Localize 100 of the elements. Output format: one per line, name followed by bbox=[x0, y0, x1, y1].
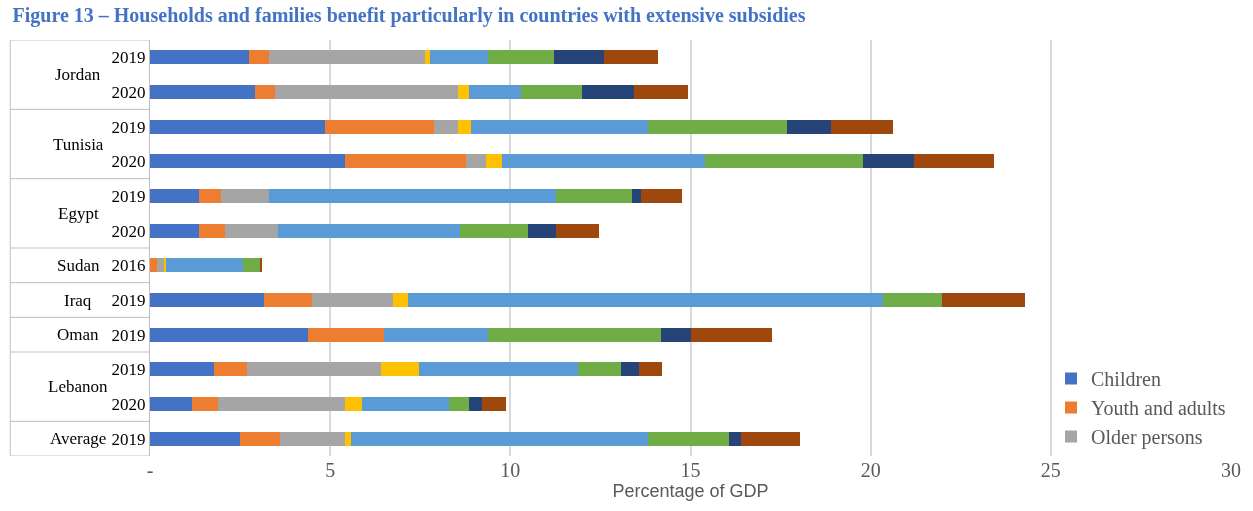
legend-label: Children bbox=[1091, 368, 1161, 391]
bar bbox=[277, 223, 461, 238]
bar bbox=[448, 397, 470, 411]
chart-title: Figure 13 – Households and families benefit particularly in countries with extensive subsidies bbox=[12, 3, 806, 27]
bar bbox=[582, 85, 634, 99]
x-tick-label: 10 bbox=[500, 459, 521, 481]
x-tick-label: 20 bbox=[860, 459, 881, 481]
bar bbox=[192, 397, 219, 411]
bar bbox=[433, 119, 458, 134]
bar bbox=[246, 362, 382, 377]
bar bbox=[501, 154, 705, 169]
bar bbox=[325, 119, 434, 134]
category-label: 2020 bbox=[111, 82, 146, 102]
bar bbox=[312, 293, 393, 307]
bar bbox=[466, 154, 487, 169]
bar bbox=[361, 397, 449, 411]
bar bbox=[488, 50, 554, 65]
bar bbox=[471, 119, 648, 134]
bar bbox=[150, 154, 345, 169]
bar bbox=[488, 327, 661, 342]
bar bbox=[638, 362, 663, 377]
bar bbox=[150, 397, 193, 411]
bar bbox=[457, 85, 470, 99]
category-label: 2019 bbox=[111, 48, 146, 68]
bar bbox=[344, 154, 467, 169]
bar bbox=[632, 189, 642, 203]
category-label: 2016 bbox=[111, 256, 146, 276]
x-tick-label: 30 bbox=[1221, 459, 1241, 481]
bar bbox=[555, 189, 633, 203]
category-label: 2019 bbox=[111, 429, 146, 449]
bar bbox=[469, 85, 522, 99]
bar bbox=[150, 85, 256, 99]
bar bbox=[691, 327, 772, 342]
bar bbox=[150, 293, 265, 307]
category-label: Egypt bbox=[58, 204, 99, 223]
x-axis-title: Percentage of GDP bbox=[612, 481, 769, 502]
bar bbox=[157, 258, 164, 273]
bar bbox=[647, 431, 729, 446]
x-tick-label: - bbox=[146, 459, 154, 481]
bar bbox=[260, 258, 263, 273]
category-label: Average bbox=[50, 429, 107, 448]
bar bbox=[307, 327, 384, 342]
bar bbox=[166, 258, 243, 273]
category-label: 2019 bbox=[111, 325, 146, 345]
bar bbox=[604, 50, 659, 65]
bar bbox=[150, 431, 241, 446]
bar bbox=[647, 119, 788, 134]
bar bbox=[255, 85, 276, 99]
bar bbox=[704, 154, 864, 169]
bar bbox=[460, 223, 528, 238]
bar bbox=[621, 362, 639, 377]
bar bbox=[150, 362, 215, 377]
bar bbox=[220, 189, 270, 203]
x-tick-label: 25 bbox=[1040, 459, 1061, 481]
bar bbox=[381, 362, 419, 377]
category-label: Tunisia bbox=[53, 135, 104, 154]
category-label: Jordan bbox=[55, 65, 101, 84]
bar bbox=[242, 258, 261, 273]
bar bbox=[527, 223, 556, 238]
bar bbox=[150, 189, 199, 203]
bar bbox=[198, 189, 221, 203]
bar bbox=[351, 431, 648, 446]
bar bbox=[264, 293, 313, 307]
category-label: 2019 bbox=[111, 360, 146, 380]
bar bbox=[150, 119, 326, 134]
x-tick-label: 15 bbox=[680, 459, 701, 481]
bar bbox=[457, 119, 472, 134]
bar bbox=[269, 189, 556, 203]
category-label: 2019 bbox=[111, 117, 146, 137]
bar bbox=[577, 362, 622, 377]
category-label: Iraq bbox=[64, 291, 92, 310]
bar bbox=[430, 50, 489, 65]
bar bbox=[941, 293, 1025, 307]
category-label: Sudan bbox=[57, 256, 100, 275]
bar bbox=[383, 327, 489, 342]
bar bbox=[913, 154, 994, 169]
category-label: Oman bbox=[57, 325, 99, 344]
bar bbox=[486, 154, 502, 169]
legend-label: Youth and adults bbox=[1091, 397, 1226, 420]
bar bbox=[469, 397, 482, 411]
bar bbox=[344, 397, 362, 411]
bar bbox=[481, 397, 506, 411]
bar bbox=[555, 223, 600, 238]
category-label: 2019 bbox=[111, 186, 146, 206]
bar bbox=[425, 50, 431, 65]
bar bbox=[150, 223, 199, 238]
bar bbox=[150, 327, 308, 342]
bar bbox=[198, 223, 225, 238]
bar bbox=[214, 362, 247, 377]
bar bbox=[408, 293, 883, 307]
bar bbox=[741, 431, 801, 446]
bar bbox=[641, 189, 683, 203]
bar bbox=[392, 293, 408, 307]
bar bbox=[279, 431, 345, 446]
bar bbox=[150, 50, 250, 65]
bar bbox=[218, 397, 345, 411]
bar bbox=[633, 85, 689, 99]
bar bbox=[863, 154, 914, 169]
bar bbox=[224, 223, 278, 238]
bar bbox=[830, 119, 894, 134]
